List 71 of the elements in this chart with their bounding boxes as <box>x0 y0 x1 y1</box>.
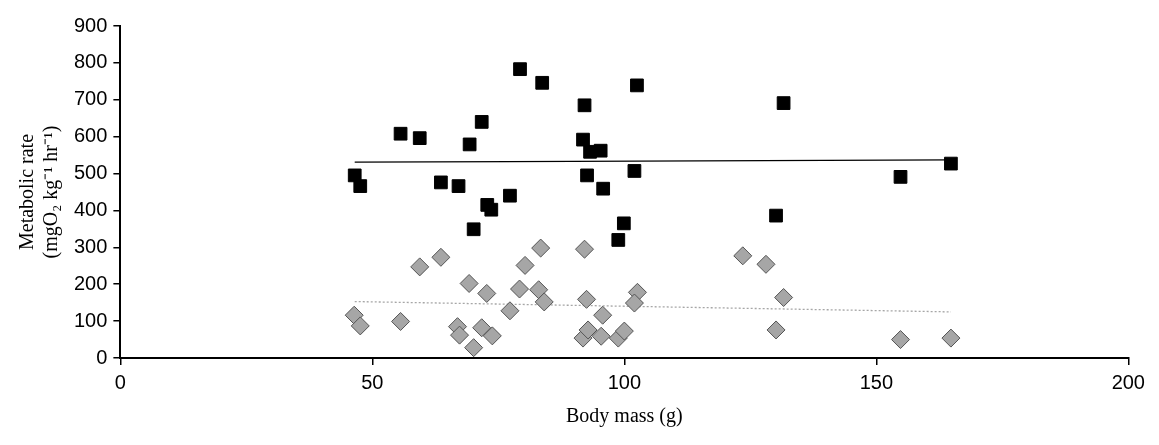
y-axis-title: Metabolic rate (mgO₂ kg⁻¹ hr⁻¹) <box>15 125 63 259</box>
point <box>766 320 786 340</box>
y-tick-label: 200 <box>73 271 108 294</box>
point <box>510 279 530 299</box>
x-tick-label: 0 <box>114 370 126 393</box>
point <box>535 75 550 90</box>
point <box>893 170 908 184</box>
point <box>515 255 535 275</box>
y-tick-label: 100 <box>73 308 108 331</box>
point <box>577 289 597 309</box>
y-tick-label: 400 <box>73 197 108 220</box>
point <box>575 239 595 259</box>
point <box>630 78 644 93</box>
point <box>578 320 598 340</box>
point <box>624 293 644 313</box>
point <box>459 273 479 293</box>
x-tick-label: 50 <box>361 370 384 393</box>
point <box>776 96 791 110</box>
point <box>434 175 448 190</box>
y-tick-label: 700 <box>73 87 108 110</box>
point <box>941 328 961 348</box>
point <box>627 164 642 178</box>
point <box>353 179 368 193</box>
point <box>614 321 634 341</box>
point <box>534 292 554 312</box>
point <box>580 168 594 183</box>
point <box>503 188 517 203</box>
point <box>462 137 477 152</box>
point <box>466 222 481 237</box>
point <box>482 326 502 346</box>
x-axis-title: Body mass (g) <box>566 404 683 428</box>
point <box>412 131 427 146</box>
point <box>531 238 551 258</box>
y-tick-label: 800 <box>73 50 108 73</box>
point <box>593 143 608 158</box>
y-tick-label: 300 <box>73 234 108 257</box>
x-tick-label: 100 <box>607 370 642 393</box>
point <box>596 181 611 196</box>
y-tick-label: 0 <box>96 345 108 368</box>
point <box>774 288 794 307</box>
point <box>733 246 753 266</box>
y-tick-label: 900 <box>73 13 108 36</box>
x-tick-label: 150 <box>859 370 894 393</box>
point <box>529 280 549 300</box>
point <box>756 254 776 274</box>
point <box>944 156 958 171</box>
point <box>451 179 466 193</box>
point <box>616 216 631 231</box>
x-tick-label: 200 <box>1111 370 1145 393</box>
point <box>450 325 470 345</box>
point <box>611 233 626 247</box>
point <box>591 326 611 346</box>
point <box>577 98 592 113</box>
point <box>464 338 484 358</box>
point <box>393 126 408 141</box>
point <box>474 115 489 129</box>
y-tick-label: 600 <box>73 124 108 147</box>
point <box>593 305 613 325</box>
point <box>350 316 370 336</box>
y-tick-label: 500 <box>73 161 108 184</box>
point <box>431 247 451 267</box>
point <box>576 132 590 147</box>
point <box>477 283 497 303</box>
point <box>891 330 911 350</box>
point <box>500 301 520 321</box>
point <box>472 318 492 338</box>
point <box>769 208 783 223</box>
point <box>513 62 527 77</box>
point <box>410 257 430 277</box>
point <box>391 311 411 331</box>
point <box>484 202 499 217</box>
